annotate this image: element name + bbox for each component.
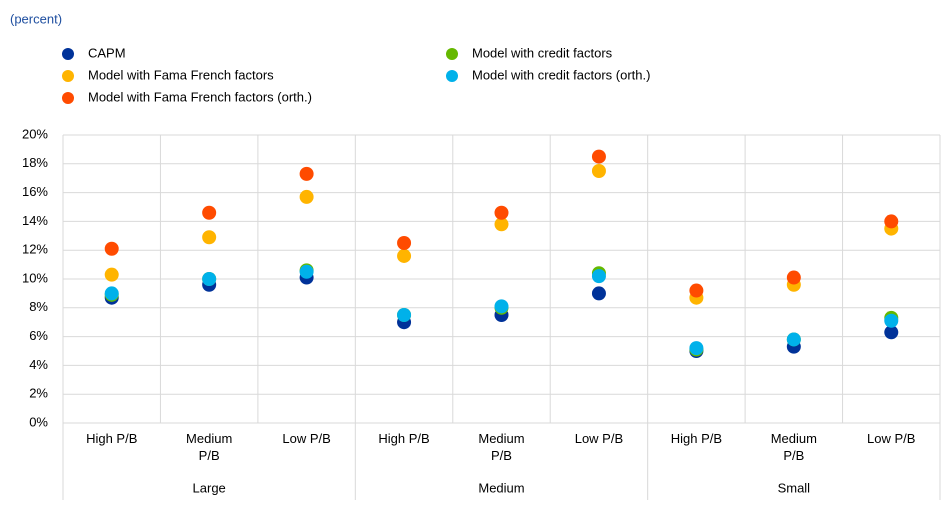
point [299,166,314,181]
legend-marker [62,48,74,60]
legend-marker [446,70,458,82]
y-tick-label: 10% [22,270,48,285]
legend-marker [62,70,74,82]
x-tick-label-box: Low P/B [282,431,331,446]
point [494,205,509,220]
x-tick-label-box: Medium P/B [478,431,525,463]
group-label: Large [193,480,226,495]
point [591,149,606,164]
y-tick-label: 12% [22,242,48,257]
x-tick-label-box: Low P/B [574,431,624,446]
y-tick-label: 20% [22,126,48,141]
legend-label: Model with Fama French factors [88,67,274,82]
legend-marker [446,48,458,60]
y-tick-label: 8% [29,299,48,314]
x-tick-label: Medium P/B [770,431,817,463]
point [884,313,899,328]
point [397,236,412,250]
point [884,325,899,340]
point [397,248,412,263]
point [786,270,801,285]
x-tick-label-box: Medium P/B [186,431,233,463]
x-tick-label: Low P/B [282,431,331,446]
point [591,269,606,284]
y-tick-label: 4% [29,357,48,372]
group-label: Small [778,480,811,495]
point [104,267,119,282]
x-tick-label-box: Medium P/B [770,431,817,463]
x-tick-label: High P/B [670,431,723,446]
point [689,283,704,298]
x-tick-label: High P/B [86,431,138,446]
group-label: Medium [478,480,524,495]
legend-marker [62,92,74,104]
x-tick-label-box: High P/B [670,431,723,446]
point [202,230,217,245]
x-tick-label-box: High P/B [378,431,430,446]
point [104,286,119,301]
point [689,341,704,356]
point [397,308,412,322]
point [786,332,801,347]
point [299,264,314,279]
legend-label: CAPM [88,45,126,60]
x-tick-label: Medium P/B [478,431,525,463]
x-tick-label: Low P/B [867,431,916,446]
legend-label: Model with credit factors [472,45,613,60]
legend-label: Model with credit factors (orth.) [472,67,650,82]
point [591,164,606,178]
point [299,189,314,204]
x-tick-label: Medium P/B [186,431,233,463]
x-tick-label: High P/B [378,431,430,446]
point [884,214,899,229]
y-tick-label: 0% [29,414,48,429]
y-tick-label: 18% [22,155,48,170]
chart-subtitle: (percent) [10,11,62,26]
point [494,217,509,232]
legend-label: Model with Fama French factors (orth.) [88,89,312,104]
y-tick-label: 16% [22,184,48,199]
point [202,205,217,220]
y-tick-label: 6% [29,328,48,343]
y-tick-label: 2% [29,386,48,401]
x-tick-label: Low P/B [574,431,624,446]
point [591,286,606,301]
point [202,272,217,286]
x-tick-label-box: Low P/B [867,431,916,446]
x-tick-label-box: High P/B [86,431,138,446]
y-tick-label: 14% [22,213,48,228]
point [494,299,509,314]
point [104,241,119,256]
